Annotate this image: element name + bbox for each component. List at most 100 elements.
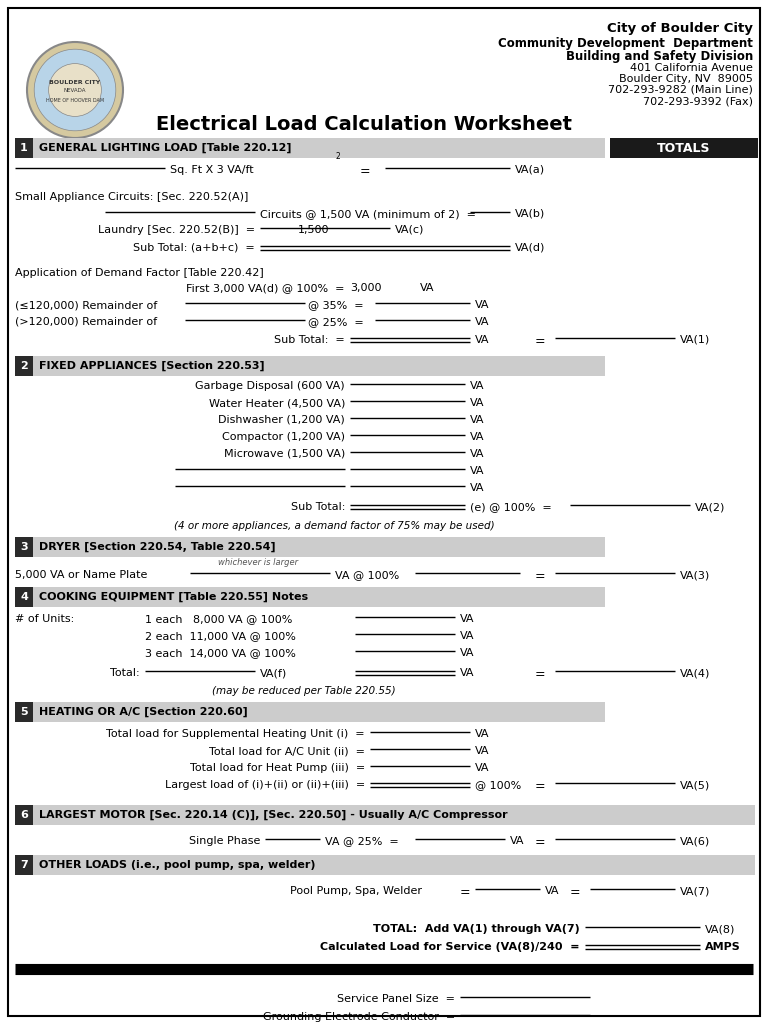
Text: 702-293-9282 (Main Line): 702-293-9282 (Main Line) <box>608 85 753 95</box>
Text: BOULDER CITY: BOULDER CITY <box>49 80 101 85</box>
Text: =: = <box>570 886 581 899</box>
Text: Electrical Load Calculation Worksheet: Electrical Load Calculation Worksheet <box>156 115 572 134</box>
Bar <box>15 855 33 874</box>
Text: VA: VA <box>460 668 475 678</box>
Text: 2: 2 <box>20 361 28 371</box>
Text: FIXED APPLIANCES [Section 220.53]: FIXED APPLIANCES [Section 220.53] <box>39 360 265 371</box>
Text: 7: 7 <box>20 860 28 870</box>
Text: TOTALS: TOTALS <box>657 141 710 155</box>
Text: Largest load of (i)+(ii) or (ii)+(iii)  =: Largest load of (i)+(ii) or (ii)+(iii) = <box>165 780 365 790</box>
Text: 401 California Avenue: 401 California Avenue <box>630 63 753 73</box>
Text: VA(7): VA(7) <box>680 886 710 896</box>
Text: TOTAL:  Add VA(1) through VA(7): TOTAL: Add VA(1) through VA(7) <box>373 924 580 934</box>
Text: VA: VA <box>470 432 485 442</box>
Text: VA: VA <box>470 381 485 391</box>
Text: @ 25%  =: @ 25% = <box>308 317 364 327</box>
Text: Total load for Heat Pump (iii)  =: Total load for Heat Pump (iii) = <box>190 763 365 773</box>
Bar <box>15 702 605 722</box>
Text: VA(a): VA(a) <box>515 165 545 175</box>
Bar <box>15 537 33 557</box>
Text: Single Phase: Single Phase <box>189 836 260 846</box>
Text: 6: 6 <box>20 810 28 820</box>
Bar <box>15 805 755 825</box>
Text: Water Heater (4,500 VA): Water Heater (4,500 VA) <box>209 398 345 408</box>
Text: VA: VA <box>475 729 489 739</box>
Text: HEATING OR A/C [Section 220.60]: HEATING OR A/C [Section 220.60] <box>39 707 248 717</box>
Text: whichever is larger: whichever is larger <box>218 558 298 567</box>
Bar <box>15 138 605 158</box>
Circle shape <box>48 63 101 117</box>
Text: VA: VA <box>470 466 485 476</box>
Text: First 3,000 VA(d) @ 100%  =: First 3,000 VA(d) @ 100% = <box>187 283 345 293</box>
Text: 3,000: 3,000 <box>350 283 382 293</box>
Text: 2 each  11,000 VA @ 100%: 2 each 11,000 VA @ 100% <box>145 631 296 641</box>
Text: (>120,000) Remainder of: (>120,000) Remainder of <box>15 317 157 327</box>
Text: COOKING EQUIPMENT [Table 220.55] Notes: COOKING EQUIPMENT [Table 220.55] Notes <box>39 592 308 602</box>
Text: VA: VA <box>470 415 485 425</box>
Bar <box>15 537 605 557</box>
Text: 4: 4 <box>20 592 28 602</box>
Bar <box>15 805 33 825</box>
Text: 5: 5 <box>20 707 28 717</box>
Text: Sq. Ft X 3 VA/ft: Sq. Ft X 3 VA/ft <box>170 165 253 175</box>
Text: Grounding Electrode Conductor  =: Grounding Electrode Conductor = <box>263 1012 455 1022</box>
Text: =: = <box>535 780 545 793</box>
Text: Application of Demand Factor [Table 220.42]: Application of Demand Factor [Table 220.… <box>15 268 263 278</box>
Text: 3 each  14,000 VA @ 100%: 3 each 14,000 VA @ 100% <box>145 648 296 658</box>
Text: Building and Safety Division: Building and Safety Division <box>566 50 753 63</box>
Text: VA(4): VA(4) <box>680 668 710 678</box>
Text: 702-293-9392 (Fax): 702-293-9392 (Fax) <box>643 96 753 106</box>
Text: VA: VA <box>470 449 485 459</box>
Text: =: = <box>360 165 371 178</box>
Text: Calculated Load for Service (VA(8)/240  =: Calculated Load for Service (VA(8)/240 = <box>320 942 580 952</box>
Text: DRYER [Section 220.54, Table 220.54]: DRYER [Section 220.54, Table 220.54] <box>39 542 276 552</box>
Text: (≤120,000) Remainder of: (≤120,000) Remainder of <box>15 300 157 310</box>
Text: Community Development  Department: Community Development Department <box>498 37 753 50</box>
Text: Sub Total: (a+b+c)  =: Sub Total: (a+b+c) = <box>134 243 255 253</box>
Text: (4 or more appliances, a demand factor of 75% may be used): (4 or more appliances, a demand factor o… <box>174 521 495 531</box>
Bar <box>610 138 758 158</box>
Text: Dishwasher (1,200 VA): Dishwasher (1,200 VA) <box>218 415 345 425</box>
Text: VA(8): VA(8) <box>705 924 736 934</box>
Text: LARGEST MOTOR [Sec. 220.14 (C)], [Sec. 220.50] - Usually A/C Compressor: LARGEST MOTOR [Sec. 220.14 (C)], [Sec. 2… <box>39 810 508 820</box>
Text: # of Units:: # of Units: <box>15 614 74 624</box>
Text: Garbage Disposal (600 VA): Garbage Disposal (600 VA) <box>195 381 345 391</box>
Text: 1,500: 1,500 <box>298 225 329 234</box>
Text: =: = <box>460 886 471 899</box>
Text: VA(b): VA(b) <box>515 209 545 219</box>
Text: Compactor (1,200 VA): Compactor (1,200 VA) <box>222 432 345 442</box>
Text: VA(2): VA(2) <box>695 502 725 512</box>
Text: 1 each   8,000 VA @ 100%: 1 each 8,000 VA @ 100% <box>145 614 293 624</box>
Text: Total:: Total: <box>110 668 140 678</box>
Text: VA(f): VA(f) <box>260 668 287 678</box>
Text: VA(1): VA(1) <box>680 335 710 345</box>
Text: VA(5): VA(5) <box>680 780 710 790</box>
Text: VA: VA <box>475 335 489 345</box>
Text: Sub Total:: Sub Total: <box>290 502 345 512</box>
Text: VA: VA <box>475 763 489 773</box>
Text: VA(3): VA(3) <box>680 570 710 580</box>
Text: (e) @ 100%  =: (e) @ 100% = <box>470 502 551 512</box>
Text: NEVADA: NEVADA <box>64 87 86 92</box>
Text: VA @ 25%  =: VA @ 25% = <box>325 836 399 846</box>
Text: Circuits @ 1,500 VA (minimum of 2)  =: Circuits @ 1,500 VA (minimum of 2) = <box>260 209 476 219</box>
Bar <box>15 138 33 158</box>
Text: HOME OF HOOVER DAM: HOME OF HOOVER DAM <box>46 97 104 102</box>
Text: =: = <box>535 668 545 681</box>
Text: VA: VA <box>420 283 435 293</box>
Text: (may be reduced per Table 220.55): (may be reduced per Table 220.55) <box>212 686 396 696</box>
Text: VA(d): VA(d) <box>515 243 545 253</box>
Text: VA: VA <box>475 300 489 310</box>
Text: City of Boulder City: City of Boulder City <box>607 22 753 35</box>
Text: Total load for A/C Unit (ii)  =: Total load for A/C Unit (ii) = <box>209 746 365 756</box>
Text: VA: VA <box>470 483 485 493</box>
Text: Small Appliance Circuits: [Sec. 220.52(A)]: Small Appliance Circuits: [Sec. 220.52(A… <box>15 193 248 202</box>
Circle shape <box>27 42 123 138</box>
Text: 1: 1 <box>20 143 28 153</box>
Bar <box>15 587 605 607</box>
Text: OTHER LOADS (i.e., pool pump, spa, welder): OTHER LOADS (i.e., pool pump, spa, welde… <box>39 860 316 870</box>
Text: VA: VA <box>460 648 475 658</box>
Text: VA: VA <box>510 836 525 846</box>
Text: VA @ 100%: VA @ 100% <box>335 570 399 580</box>
Bar <box>15 356 605 376</box>
